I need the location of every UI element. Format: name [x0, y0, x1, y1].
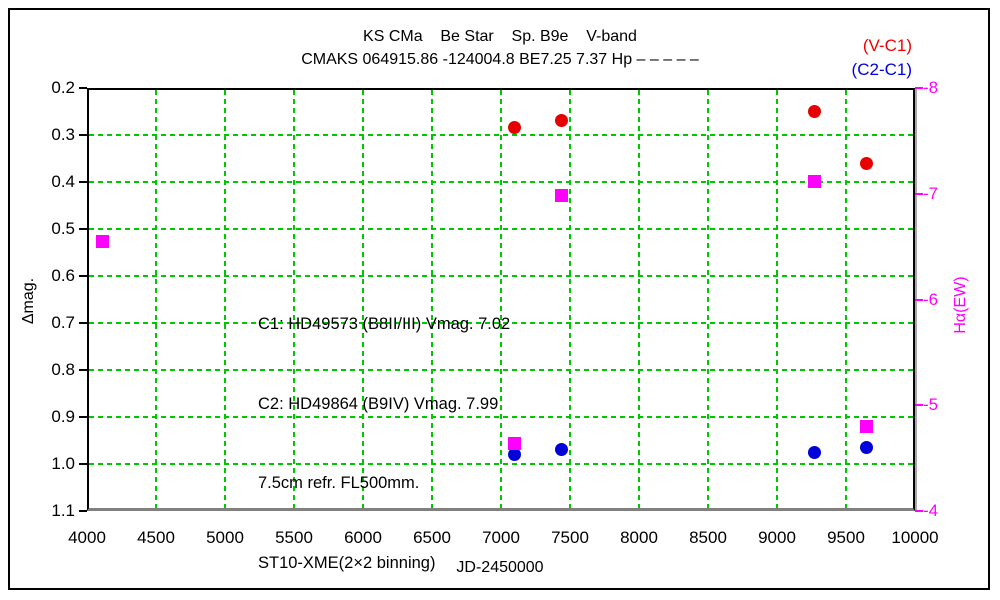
y-tick-label-left: 0.2: [51, 78, 75, 97]
gridline-vertical: [431, 90, 433, 508]
gridline-vertical: [155, 90, 157, 508]
gridline-vertical: [776, 90, 778, 508]
gridline-vertical: [500, 90, 502, 508]
data-point-h-ew: [95, 234, 109, 248]
y-tick-left: [79, 369, 87, 371]
y-tick-left: [79, 275, 87, 277]
annotation-line-telescope: 7.5cm refr. FL500mm.: [258, 474, 420, 492]
y-tick-left: [79, 228, 87, 230]
y-tick-right: [915, 298, 923, 301]
y-tick-label-right: -5: [923, 395, 939, 415]
y-tick-left: [79, 322, 87, 324]
x-axis-label: JD-2450000: [456, 559, 544, 576]
x-tick-label: 7000: [482, 528, 520, 547]
annotation-line-c1: C1: HD49573 (B8II/III) Vmag. 7.02: [258, 315, 511, 333]
data-point-v-c1: [508, 121, 522, 135]
y-axis-label-left: Δmag.: [20, 277, 37, 325]
x-tick-label: 4000: [68, 528, 106, 547]
y-tick-label-left: 0.4: [51, 172, 75, 191]
y-axis-label-right: Hα(EW): [952, 276, 969, 334]
y-tick-right: [915, 87, 923, 89]
legend-item-c2-c1: (C2-C1): [851, 60, 912, 79]
gridline-horizontal: [89, 463, 913, 465]
legend-item-v-c1: (V-C1): [862, 36, 912, 55]
y-tick-right: [915, 510, 923, 512]
x-tick-label: 8500: [689, 528, 727, 547]
x-tick-label: 10000: [891, 528, 939, 547]
plot-frame: [87, 88, 915, 511]
x-tick-label: 8000: [620, 528, 658, 547]
y-tick-right: [915, 192, 923, 195]
y-tick-left: [79, 87, 87, 89]
legend: (V-C1) (C2-C1): [852, 34, 912, 82]
gridline-vertical: [293, 90, 295, 508]
y-tick-label-left: 0.5: [51, 219, 75, 238]
data-point-c2-c1: [860, 441, 874, 455]
gridline-horizontal: [89, 228, 913, 230]
chart-subtitle: CMAKS 064915.86 -124004.8 BE7.25 7.37 Hp…: [301, 51, 699, 68]
y-tick-label-right: -7: [923, 183, 939, 203]
data-point-c2-c1: [807, 445, 821, 459]
x-tick-label: 9500: [827, 528, 865, 547]
y-tick-left: [79, 134, 87, 136]
x-tick-label: 5000: [206, 528, 244, 547]
data-point-v-c1: [860, 156, 874, 170]
y-tick-label-right: -4: [923, 501, 939, 520]
y-tick-right: [915, 404, 923, 407]
gridline-horizontal: [89, 322, 913, 324]
gridline-vertical: [569, 90, 571, 508]
y-tick-label-right: -6: [923, 289, 939, 309]
data-point-v-c1: [807, 105, 821, 118]
gridline-horizontal: [89, 275, 913, 277]
y-tick-left: [79, 463, 87, 465]
chart-title: KS CMa Be Star Sp. B9e V-band: [363, 28, 637, 45]
y-tick-label-left: 1.0: [51, 454, 75, 473]
y-tick-label-left: 0.6: [51, 266, 75, 285]
y-tick-left: [79, 416, 87, 418]
data-point-h-ew: [807, 174, 821, 188]
x-tick-label: 7500: [551, 528, 589, 547]
gridline-vertical: [707, 90, 709, 508]
data-point-v-c1: [555, 114, 569, 128]
data-point-h-ew: [860, 419, 874, 433]
gridline-vertical: [845, 90, 847, 508]
data-point-h-ew: [508, 436, 522, 450]
x-tick-label: 9000: [758, 528, 796, 547]
chart-border: [8, 8, 990, 590]
y-tick-label-left: 0.8: [51, 360, 75, 379]
data-point-h-ew: [555, 189, 569, 203]
gridline-horizontal: [89, 181, 913, 183]
annotation-line-camera: ST10-XME(2×2 binning): [258, 553, 436, 572]
y-tick-label-left: 1.1: [51, 501, 75, 520]
x-tick-label: 6000: [344, 528, 382, 547]
gridline-horizontal: [89, 416, 913, 418]
x-tick-label: 4500: [137, 528, 175, 547]
gridline-horizontal: [89, 134, 913, 136]
annotation-block: C1: HD49573 (B8II/III) Vmag. 7.02 C2: HD…: [258, 258, 510, 600]
y-tick-label-left: 0.9: [51, 407, 75, 426]
y-tick-label-left: 0.3: [51, 125, 75, 144]
y-tick-label-right: -8: [923, 78, 939, 97]
y-tick-left: [79, 181, 87, 183]
data-point-c2-c1: [555, 443, 569, 457]
annotation-line-c2: C2: HD49864 (B9IV) Vmag. 7.99: [258, 394, 499, 413]
y-tick-label-left: 0.7: [51, 313, 75, 332]
y-tick-left: [79, 510, 87, 512]
gridline-vertical: [362, 90, 364, 508]
gridline-vertical: [224, 90, 226, 508]
x-tick-label: 6500: [413, 528, 451, 547]
x-tick-label: 5500: [275, 528, 313, 547]
data-point-c2-c1: [508, 448, 522, 462]
gridline-horizontal: [89, 369, 913, 371]
gridline-vertical: [638, 90, 640, 508]
